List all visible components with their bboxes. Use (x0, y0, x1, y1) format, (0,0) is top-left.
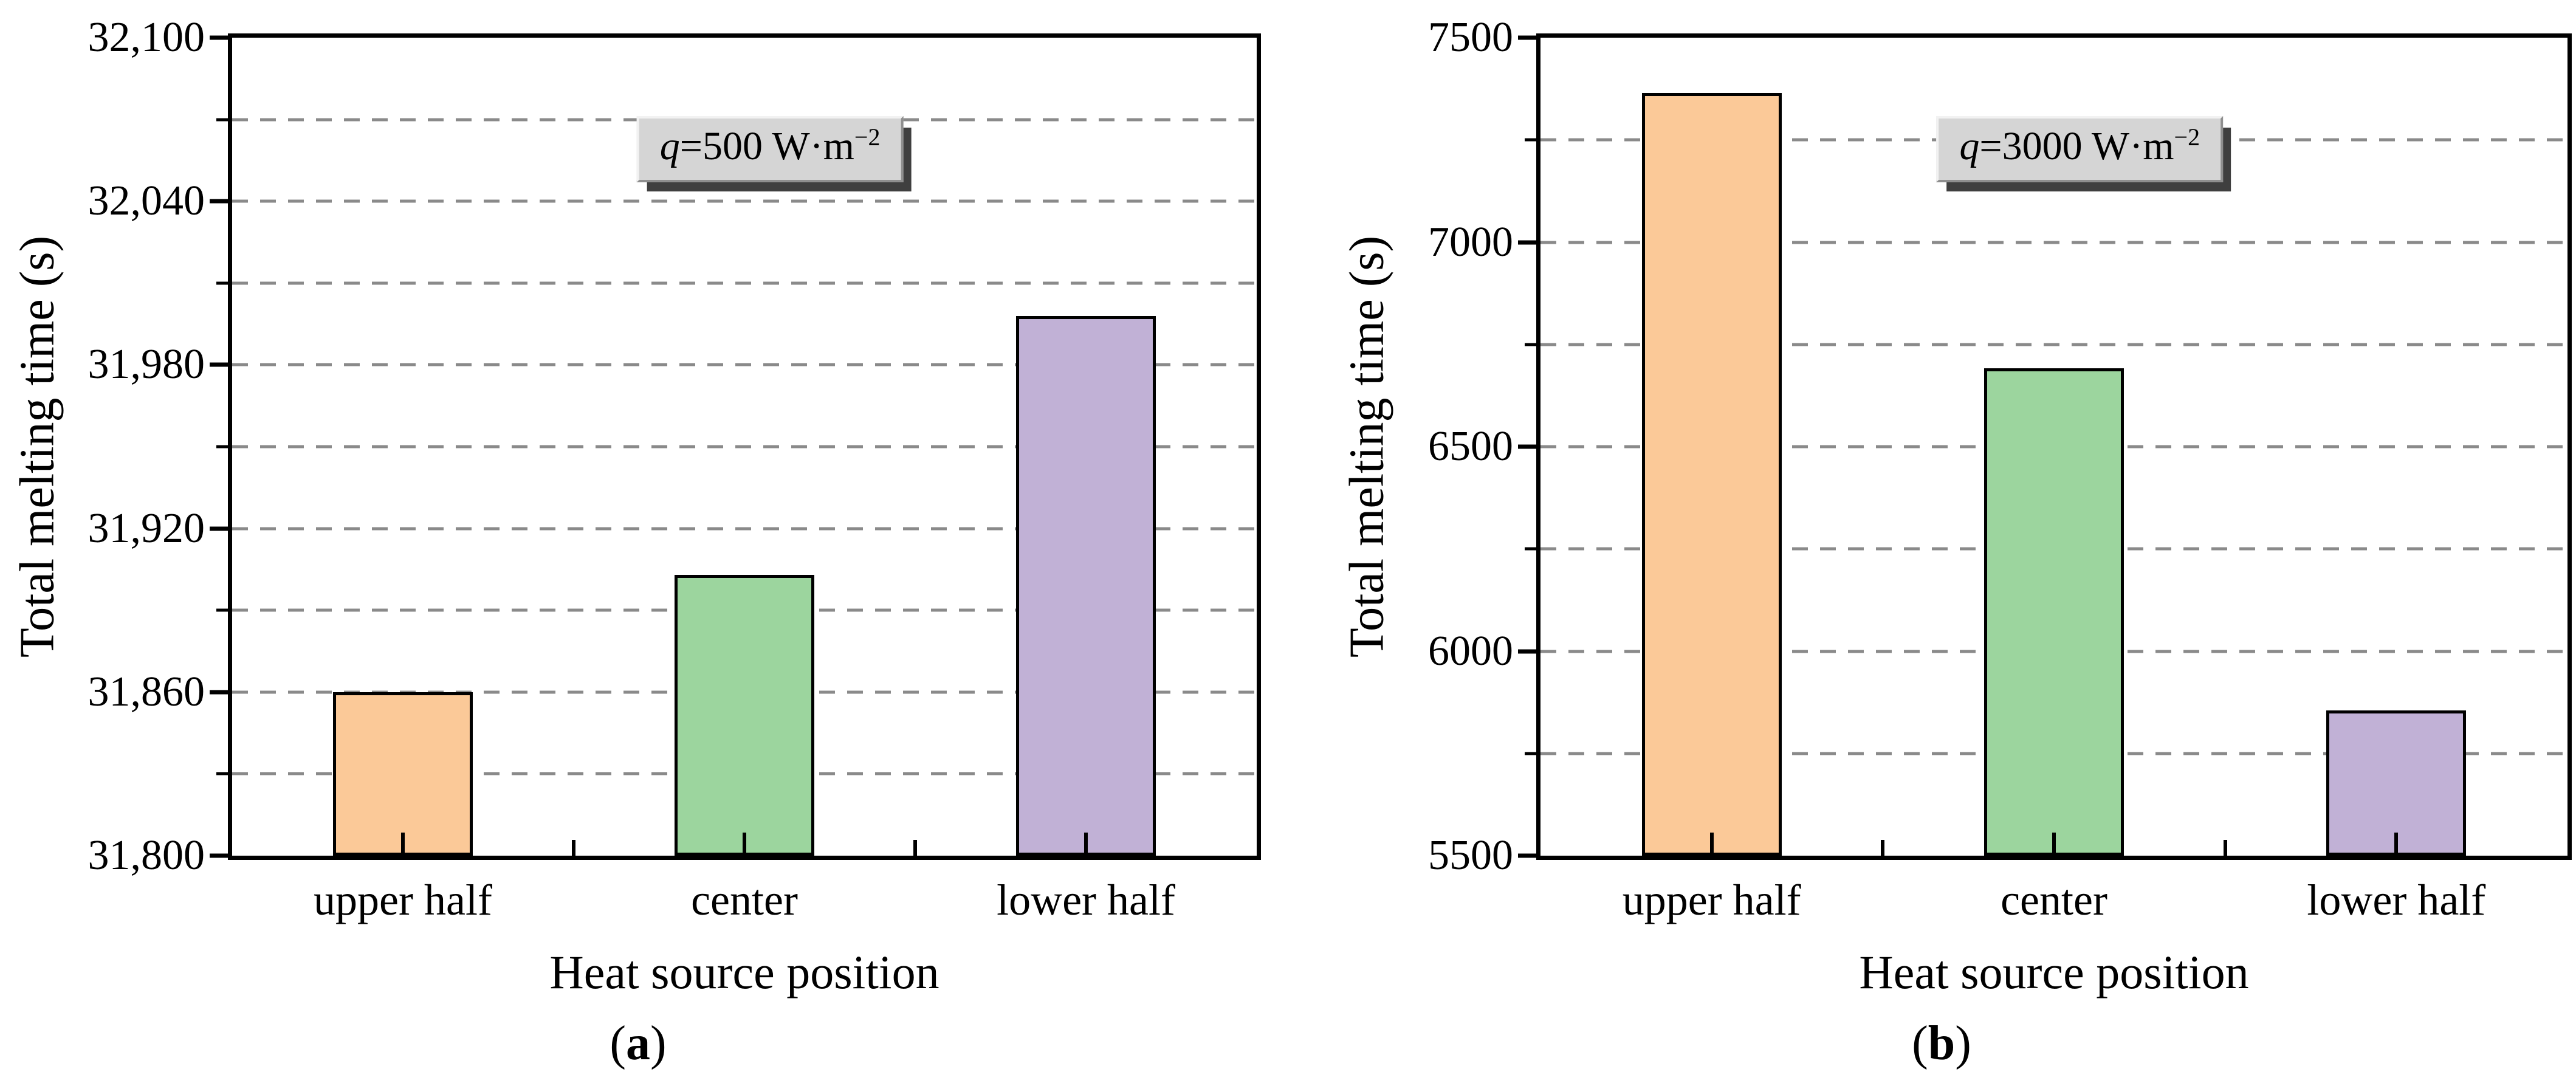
y-tick-label-6500: 6500 (1428, 423, 1513, 470)
x-minor-tick-2 (913, 840, 917, 856)
y-minor-tick-7250 (1525, 138, 1536, 142)
y-major-tick-31920 (210, 526, 228, 531)
y-major-tick-7500 (1518, 35, 1536, 40)
x-axis-title-a: Heat source position (549, 946, 939, 998)
x-major-tick-lower-half (1084, 833, 1088, 856)
y-major-tick-32040 (210, 199, 228, 204)
caption-letter: a (626, 1017, 650, 1070)
caption-paren: ) (1955, 1017, 1971, 1070)
x-category-label-lower-half: lower half (997, 876, 1175, 924)
caption-paren: ( (610, 1017, 626, 1070)
y-major-tick-31860 (210, 690, 228, 695)
x-axis-title-b: Heat source position (1859, 946, 2249, 998)
y-minor-tick-6250 (1525, 547, 1536, 551)
heat-flux-symbol: q (659, 124, 680, 169)
x-minor-tick-1 (1881, 840, 1885, 856)
x-category-label-center: center (2001, 876, 2107, 924)
y-tick-label-31920: 31,920 (88, 504, 205, 552)
y-major-tick-31800 (210, 853, 228, 858)
y-major-tick-6500 (1518, 444, 1536, 449)
x-category-label-lower-half: lower half (2307, 876, 2486, 924)
plot-area-b: q=3000 W·m−2 5500 6000 6500 7000 7500 upper h… (1428, 16, 2572, 924)
y-minor-tick-32010 (216, 281, 228, 285)
y-tick-label-6000: 6000 (1428, 627, 1513, 675)
heat-flux-value: =500 W·m (679, 124, 854, 169)
gridline-7000 (1540, 241, 2567, 244)
y-tick-label-32100: 32,100 (88, 14, 205, 61)
y-tick-label-7500: 7500 (1428, 14, 1513, 61)
x-major-tick-lower-half (2394, 833, 2399, 856)
x-major-tick-upper-half (400, 833, 405, 856)
x-major-tick-upper-half (1709, 833, 1714, 856)
x-minor-tick-2 (2223, 840, 2227, 856)
x-minor-tick-1 (571, 840, 575, 856)
y-major-tick-32100 (210, 35, 228, 40)
y-major-tick-5500 (1518, 853, 1536, 858)
x-major-tick-center (743, 833, 746, 856)
y-minor-tick-31830 (216, 772, 228, 775)
y-minor-tick-31890 (216, 608, 228, 612)
panel-caption-a: (a) (610, 1016, 666, 1071)
caption-paren: ) (650, 1017, 667, 1070)
panel-caption-b: (b) (1912, 1016, 1971, 1071)
x-major-tick-center (2052, 833, 2056, 856)
gridline-31980 (232, 363, 1257, 366)
plot-area-a: q=500 W·m−2 31,800 31,860 31,920 31,980 32,0… (88, 16, 1261, 924)
y-tick-label-31980: 31,980 (88, 341, 205, 388)
heat-flux-value: =3000 W·m (1979, 124, 2174, 169)
heat-flux-label-box-b: q=3000 W·m−2 (1936, 116, 2224, 182)
y-major-tick-7000 (1518, 240, 1536, 244)
heat-flux-label-box-a: q=500 W·m−2 (636, 116, 904, 182)
gridline-31920 (232, 527, 1257, 531)
bar-upper-half (1641, 92, 1782, 856)
heat-flux-exponent: −2 (2174, 123, 2200, 151)
y-major-tick-6000 (1518, 649, 1536, 653)
gridline-32040 (232, 199, 1257, 203)
y-minor-tick-31950 (216, 445, 228, 448)
caption-letter: b (1928, 1017, 1956, 1070)
y-minor-tick-32070 (216, 118, 228, 122)
y-minor-tick-6750 (1525, 343, 1536, 346)
x-category-label-upper-half: upper half (1622, 876, 1801, 924)
x-category-label-center: center (691, 876, 798, 924)
y-tick-label-5500: 5500 (1428, 832, 1513, 879)
gridline-31950 (232, 445, 1257, 448)
heat-flux-symbol: q (1959, 124, 1980, 169)
y-tick-label-7000: 7000 (1428, 218, 1513, 266)
y-tick-label-32040: 32,040 (88, 177, 205, 225)
heat-flux-exponent: −2 (854, 123, 881, 151)
x-category-label-upper-half: upper half (314, 876, 492, 924)
bar-center (675, 574, 814, 856)
bar-upper-half (333, 692, 473, 856)
bar-lower-half (2326, 710, 2467, 856)
bar-lower-half (1016, 315, 1156, 856)
y-tick-label-31860: 31,860 (88, 668, 205, 715)
y-major-tick-31980 (210, 362, 228, 367)
y-tick-label-31800: 31,800 (88, 832, 205, 879)
gridline-32010 (232, 281, 1257, 285)
y-minor-tick-5750 (1525, 752, 1536, 755)
bar-center (1984, 368, 2124, 856)
caption-paren: ( (1912, 1017, 1928, 1070)
y-axis-title-b: Total melting time (s) (1340, 235, 1394, 658)
gridline-6750 (1540, 343, 2567, 346)
